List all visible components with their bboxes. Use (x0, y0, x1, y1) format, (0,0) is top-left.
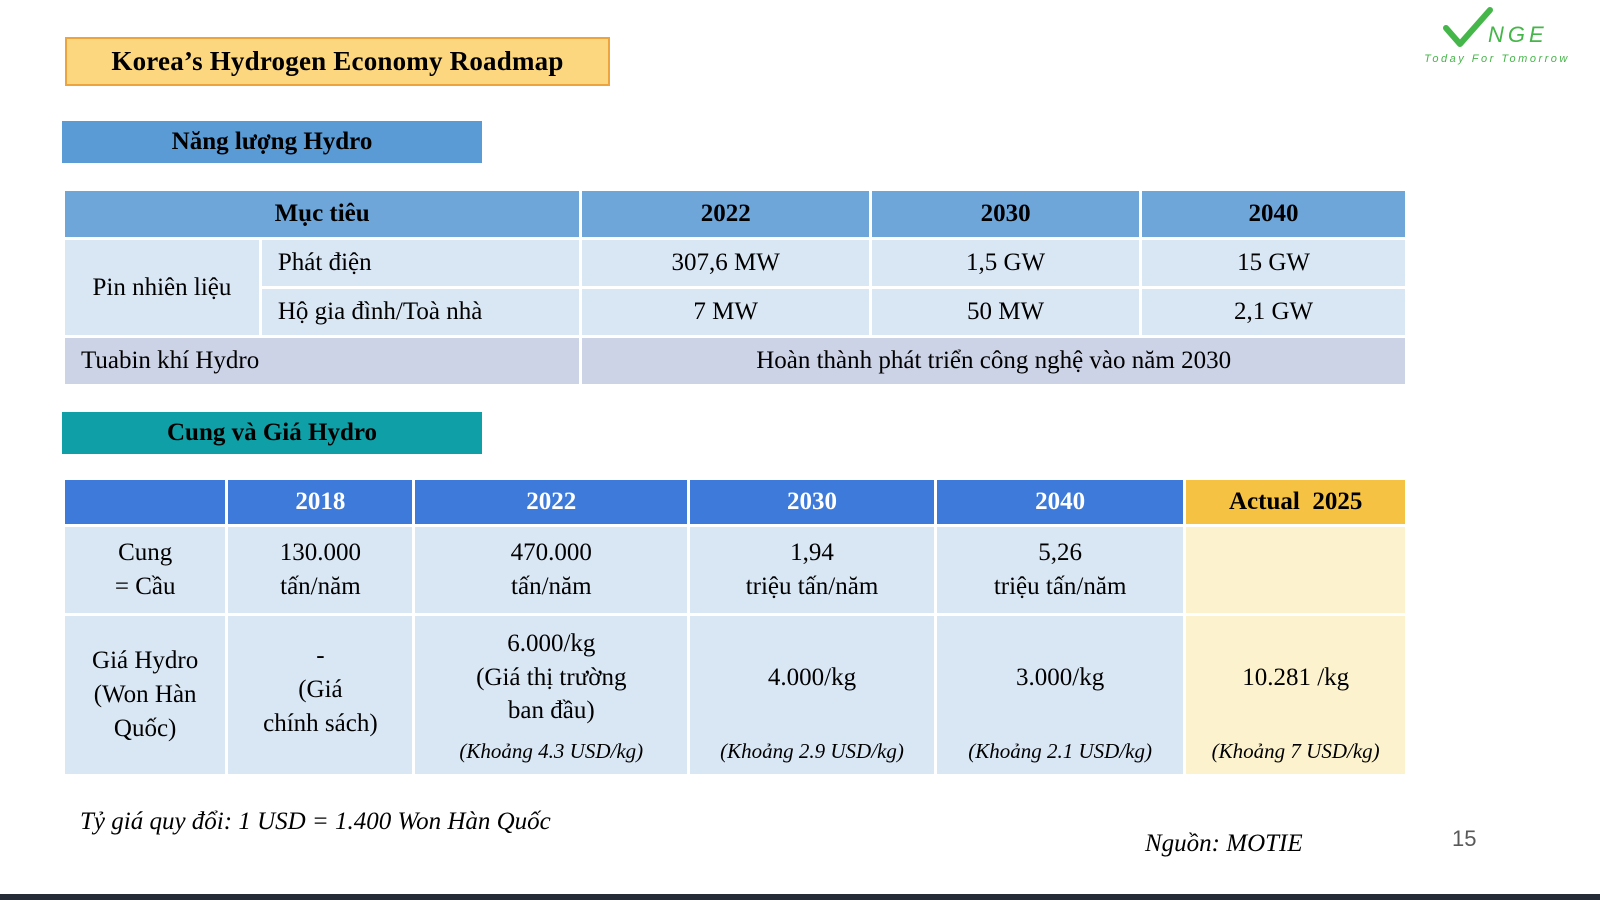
vnge-logo: NGE Today For Tomorrow (1422, 6, 1572, 65)
page-number: 15 (1452, 826, 1477, 851)
source-note: Nguồn: MOTIE (1145, 830, 1303, 857)
price-2040: 3.000/kg (Khoảng 2.1 USD/kg) (936, 616, 1184, 774)
energy-header-2030: 2030 (872, 191, 1140, 237)
price-actual-main: 10.281 /kg (1242, 663, 1350, 691)
price-2030-main: 4.000/kg (767, 663, 857, 691)
supply-header-2030: 2030 (690, 480, 934, 524)
household-2030: 50 MW (872, 289, 1140, 335)
household-2040: 2,1 GW (1142, 289, 1405, 335)
bottom-bar (0, 894, 1600, 900)
price-2022-note: (Khoảng 4.3 USD/kg) (459, 739, 644, 763)
energy-header-target: Mục tiêu (65, 191, 580, 237)
energy-header-row: Mục tiêu 2022 2030 2040 (65, 191, 1405, 237)
price-2040-main: 3.000/kg (1016, 663, 1105, 691)
supply-header-2040: 2040 (936, 480, 1184, 524)
supply-header-2022: 2022 (415, 480, 688, 524)
energy-banner-label: Năng lượng Hydro (171, 128, 373, 155)
energy-header-2040: 2040 (1142, 191, 1405, 237)
table-row: Hộ gia đình/Toà nhà 7 MW 50 MW 2,1 GW (65, 289, 1405, 335)
logo-brand-text: NGE (1488, 22, 1548, 47)
supply-2022: 470.000 tấn/năm (415, 527, 688, 613)
power-generation-2040: 15 GW (1142, 240, 1405, 286)
energy-section-banner: Năng lượng Hydro (62, 121, 482, 163)
supply-header-2018: 2018 (228, 480, 413, 524)
power-generation-label: Phát điện (261, 240, 580, 286)
price-2018-main: - (Giá chính sách) (263, 642, 378, 737)
energy-table: Mục tiêu 2022 2030 2040 Pin nhiên liệu P… (62, 188, 1408, 387)
supply-2018: 130.000 tấn/năm (228, 527, 413, 613)
supply-header-actual-2025: Actual 2025 (1186, 480, 1405, 524)
supply-2030: 1,94 triệu tấn/năm (690, 527, 934, 613)
power-generation-2030: 1,5 GW (872, 240, 1140, 286)
table-row: Pin nhiên liệu Phát điện 307,6 MW 1,5 GW… (65, 240, 1405, 335)
price-2022: 6.000/kg (Giá thị trường ban đầu) (Khoản… (415, 616, 688, 774)
exchange-rate-note: Tỷ giá quy đổi: 1 USD = 1.400 Won Hàn Qu… (80, 808, 551, 835)
price-2018-note (234, 764, 406, 774)
slide-title-box: Korea’s Hydrogen Economy Roadmap (65, 37, 610, 86)
price-2030: 4.000/kg (Khoảng 2.9 USD/kg) (690, 616, 934, 774)
table-row: Cung = Cầu 130.000 tấn/năm 470.000 tấn/n… (65, 527, 1405, 613)
turbine-value: Hoàn thành phát triển công nghệ vào năm … (582, 338, 1405, 384)
supply-table: 2018 2022 2030 2040 Actual 2025 Cung = C… (62, 477, 1408, 777)
vnge-logo-icon: NGE (1443, 7, 1548, 47)
table-row: Giá Hydro (Won Hàn Quốc) - (Giá chính sá… (65, 616, 1405, 774)
supply-2040: 5,26 triệu tấn/năm (936, 527, 1184, 613)
household-2022: 7 MW (582, 289, 870, 335)
turbine-label: Tuabin khí Hydro (65, 338, 580, 384)
logo-tagline: Today For Tomorrow (1424, 53, 1570, 65)
price-2018: - (Giá chính sách) (228, 616, 413, 774)
household-label: Hộ gia đình/Toà nhà (261, 289, 580, 335)
price-label: Giá Hydro (Won Hàn Quốc) (65, 616, 226, 774)
price-2030-note: (Khoảng 2.9 USD/kg) (720, 739, 904, 763)
slide-title: Korea’s Hydrogen Economy Roadmap (111, 46, 564, 76)
supply-header-blank (65, 480, 226, 524)
supply-actual-2025 (1186, 527, 1405, 613)
table-row: Tuabin khí Hydro Hoàn thành phát triển c… (65, 338, 1405, 384)
price-2040-note: (Khoảng 2.1 USD/kg) (968, 739, 1152, 763)
energy-header-2022: 2022 (582, 191, 870, 237)
supply-demand-label: Cung = Cầu (65, 527, 226, 613)
checkmark-icon (1443, 7, 1493, 47)
power-generation-2022: 307,6 MW (582, 240, 870, 286)
supply-header-row: 2018 2022 2030 2040 Actual 2025 (65, 480, 1405, 524)
price-2022-main: 6.000/kg (Giá thị trường ban đầu) (476, 629, 627, 725)
price-actual-2025: 10.281 /kg (Khoảng 7 USD/kg) (1186, 616, 1405, 774)
supply-banner-label: Cung và Giá Hydro (167, 419, 377, 446)
fuel-cell-label: Pin nhiên liệu (65, 240, 259, 335)
price-actual-note: (Khoảng 7 USD/kg) (1211, 739, 1380, 763)
supply-section-banner: Cung và Giá Hydro (62, 412, 482, 454)
